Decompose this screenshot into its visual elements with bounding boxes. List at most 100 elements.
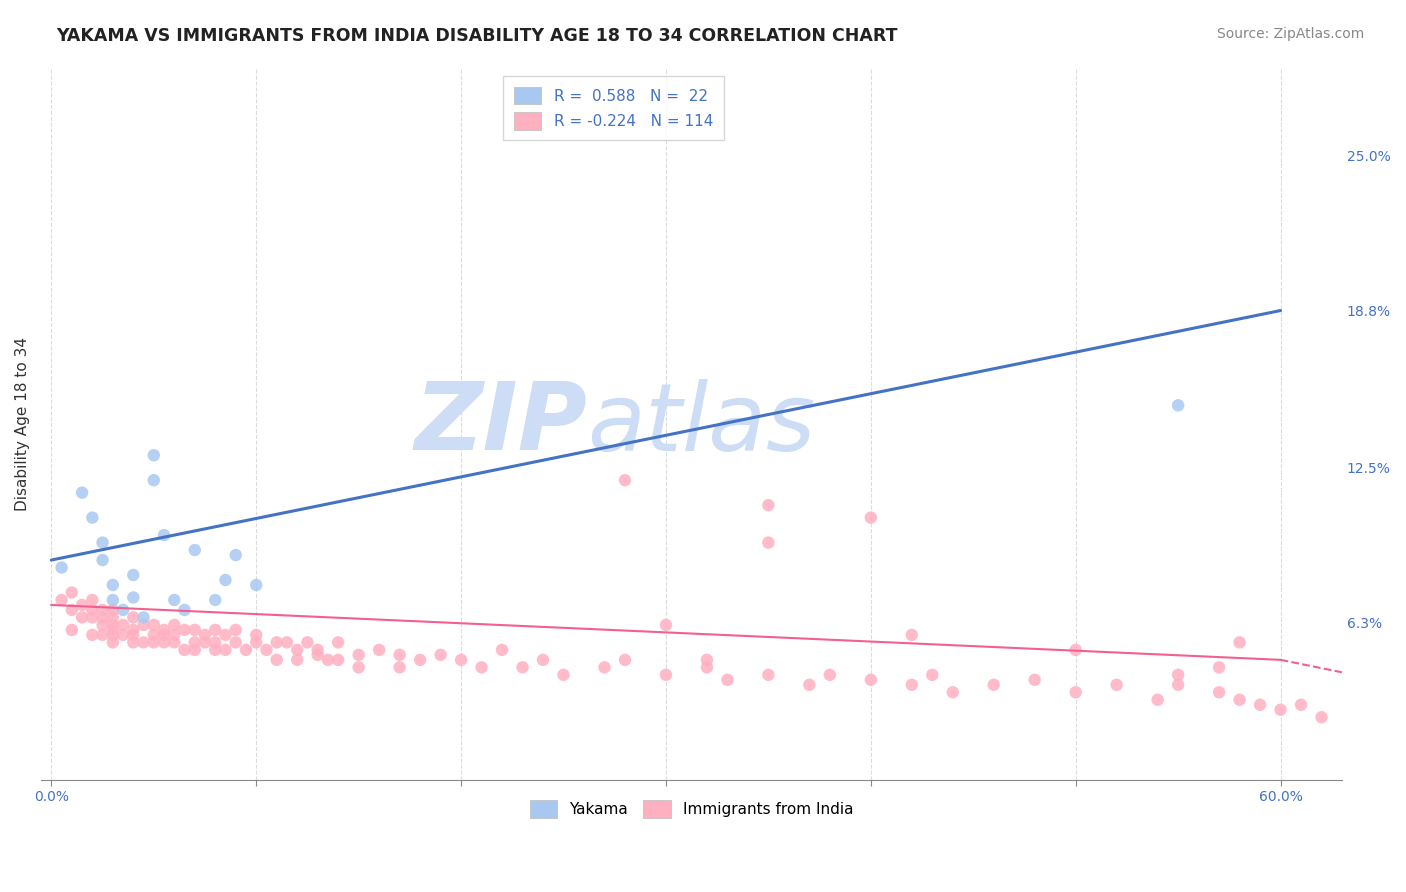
Point	[91, 553, 114, 567]
Point	[173, 603, 195, 617]
Point	[204, 623, 226, 637]
Point	[942, 685, 965, 699]
Point	[153, 635, 176, 649]
Point	[696, 653, 718, 667]
Point	[112, 603, 135, 617]
Text: atlas: atlas	[588, 378, 815, 469]
Point	[1249, 698, 1271, 712]
Point	[60, 603, 83, 617]
Point	[921, 668, 943, 682]
Point	[142, 618, 165, 632]
Point	[51, 560, 73, 574]
Point	[1270, 703, 1292, 717]
Point	[1310, 710, 1333, 724]
Point	[266, 635, 288, 649]
Point	[204, 593, 226, 607]
Point	[60, 623, 83, 637]
Point	[163, 618, 186, 632]
Point	[655, 668, 678, 682]
Point	[859, 673, 882, 687]
Point	[1105, 678, 1128, 692]
Point	[101, 603, 124, 617]
Point	[153, 628, 176, 642]
Point	[214, 643, 236, 657]
Point	[194, 628, 217, 642]
Point	[82, 593, 104, 607]
Point	[614, 653, 637, 667]
Point	[82, 603, 104, 617]
Point	[368, 643, 391, 657]
Point	[245, 635, 267, 649]
Point	[347, 660, 370, 674]
Point	[163, 628, 186, 642]
Point	[122, 568, 145, 582]
Point	[758, 535, 780, 549]
Point	[112, 618, 135, 632]
Point	[112, 628, 135, 642]
Point	[1167, 668, 1189, 682]
Point	[82, 610, 104, 624]
Point	[122, 623, 145, 637]
Point	[101, 628, 124, 642]
Point	[1064, 643, 1087, 657]
Point	[1024, 673, 1046, 687]
Point	[1167, 398, 1189, 412]
Point	[91, 610, 114, 624]
Point	[276, 635, 298, 649]
Point	[347, 648, 370, 662]
Point	[82, 510, 104, 524]
Text: Source: ZipAtlas.com: Source: ZipAtlas.com	[1216, 27, 1364, 41]
Point	[307, 648, 329, 662]
Point	[122, 628, 145, 642]
Point	[142, 635, 165, 649]
Point	[142, 448, 165, 462]
Point	[758, 668, 780, 682]
Point	[132, 610, 155, 624]
Point	[799, 678, 821, 692]
Point	[70, 610, 93, 624]
Point	[859, 510, 882, 524]
Point	[235, 643, 257, 657]
Point	[184, 543, 207, 558]
Point	[91, 535, 114, 549]
Point	[122, 591, 145, 605]
Point	[214, 628, 236, 642]
Point	[245, 628, 267, 642]
Point	[91, 628, 114, 642]
Point	[1229, 635, 1251, 649]
Point	[1146, 692, 1168, 706]
Point	[307, 643, 329, 657]
Point	[1208, 660, 1230, 674]
Point	[163, 593, 186, 607]
Point	[512, 660, 534, 674]
Point	[194, 635, 217, 649]
Point	[429, 648, 451, 662]
Point	[91, 618, 114, 632]
Point	[51, 593, 73, 607]
Point	[184, 623, 207, 637]
Point	[256, 643, 278, 657]
Point	[593, 660, 616, 674]
Point	[1167, 678, 1189, 692]
Point	[266, 653, 288, 667]
Point	[101, 635, 124, 649]
Point	[901, 678, 924, 692]
Point	[101, 623, 124, 637]
Point	[388, 660, 411, 674]
Point	[225, 623, 247, 637]
Point	[101, 593, 124, 607]
Point	[409, 653, 432, 667]
Point	[142, 628, 165, 642]
Point	[450, 653, 472, 667]
Point	[285, 653, 308, 667]
Point	[1064, 685, 1087, 699]
Point	[70, 485, 93, 500]
Point	[1289, 698, 1312, 712]
Point	[132, 635, 155, 649]
Point	[655, 618, 678, 632]
Point	[214, 573, 236, 587]
Point	[82, 628, 104, 642]
Point	[132, 618, 155, 632]
Point	[142, 473, 165, 487]
Point	[70, 598, 93, 612]
